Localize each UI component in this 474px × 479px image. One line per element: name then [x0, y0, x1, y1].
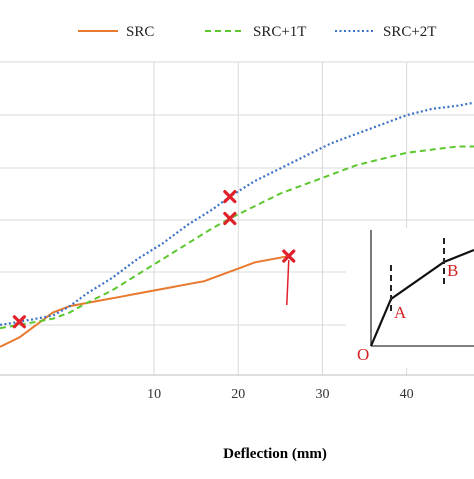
legend-item: SRC+2T	[335, 24, 436, 40]
x-tick-label: 30	[315, 387, 329, 402]
series-line-src-plus-1t	[0, 145, 474, 330]
legend-item: SRC	[78, 24, 154, 40]
yield-marker	[12, 315, 26, 329]
inset-curve	[369, 248, 474, 347]
inset-background	[346, 228, 474, 368]
failure-marker	[282, 249, 296, 263]
failure-marker	[223, 211, 237, 226]
failure-marker	[223, 189, 237, 204]
legend-label: SRC+2T	[383, 24, 436, 40]
inset-label-o: O	[357, 345, 369, 364]
series-line-src-plus-2t	[0, 101, 474, 326]
legend-label: SRC+1T	[253, 24, 306, 40]
x-axis-label: Deflection (mm)	[223, 446, 327, 462]
x-tick-label: 10	[147, 387, 161, 402]
legend: SRC SRC+1T SRC+2T	[78, 24, 436, 40]
x-tick-labels: 10 20 30 40	[147, 387, 414, 402]
src-drop-line	[286, 260, 290, 306]
x-tick-label: 40	[400, 387, 414, 402]
series-layer	[0, 101, 474, 348]
series-line-src	[0, 255, 289, 348]
markers-layer	[12, 189, 296, 329]
inset-diagram: O A B	[346, 228, 474, 368]
inset-label-a: A	[394, 303, 407, 322]
legend-item: SRC+1T	[205, 24, 306, 40]
inset-label-b: B	[447, 261, 458, 280]
legend-label: SRC	[126, 24, 154, 40]
plot-area: O A B	[0, 61, 474, 376]
x-tick-label: 20	[231, 387, 245, 402]
